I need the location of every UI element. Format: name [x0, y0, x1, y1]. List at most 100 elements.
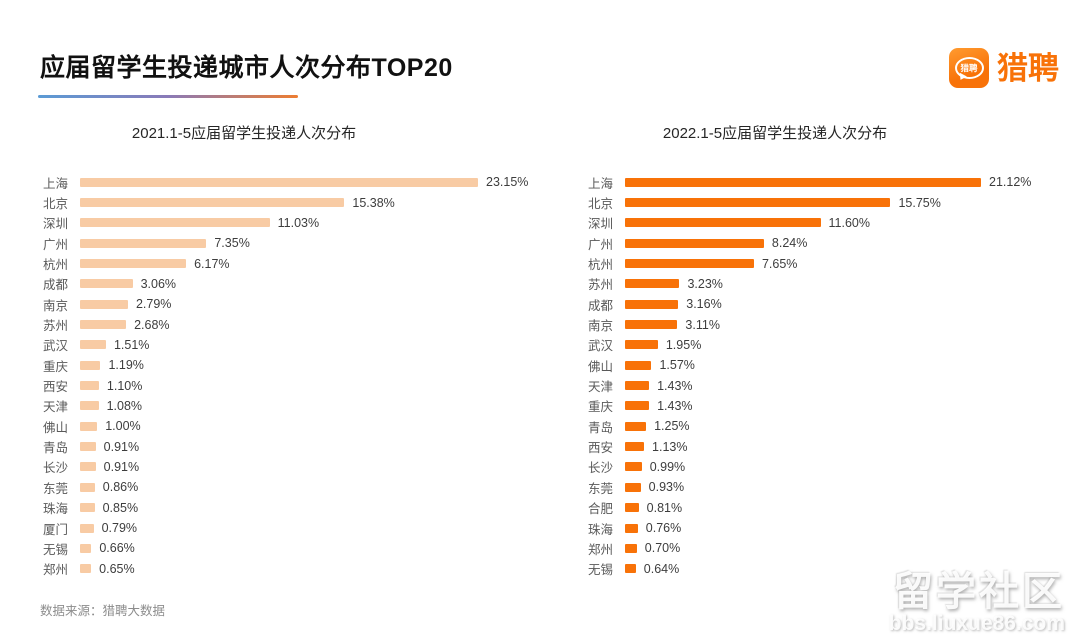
chart-title-2022: 2022.1-5应届留学生投递人次分布: [662, 125, 888, 142]
bar: [625, 421, 647, 431]
value-label: 1.19%: [108, 358, 144, 373]
city-label: 苏州: [42, 319, 68, 334]
city-label: 上海: [587, 176, 613, 191]
liepin-logo-icon: 猎聘: [949, 48, 989, 88]
chart-row: 重庆 1.19%: [38, 355, 538, 375]
city-label: 长沙: [42, 461, 68, 476]
bar: [625, 401, 650, 411]
chart-row: 成都 3.16%: [583, 294, 1069, 314]
city-label: 青岛: [42, 441, 68, 456]
chart-row: 南京 2.79%: [38, 294, 538, 314]
speech-bubble-tail: [955, 72, 967, 86]
city-label: 郑州: [42, 563, 68, 578]
speech-bubble-icon: 猎聘: [954, 57, 984, 79]
bar: [80, 360, 101, 370]
bar: [625, 381, 650, 391]
bar: [80, 482, 95, 492]
chart-row: 郑州 0.70%: [583, 538, 1069, 558]
chart-row: 杭州 7.65%: [583, 253, 1069, 273]
city-label: 北京: [587, 197, 613, 212]
value-label: 11.03%: [277, 215, 320, 230]
value-label: 0.66%: [99, 541, 135, 556]
value-label: 21.12%: [989, 175, 1032, 190]
chart-row: 郑州 0.65%: [38, 559, 538, 579]
city-label: 武汉: [42, 339, 68, 354]
city-label: 成都: [587, 298, 613, 313]
city-label: 广州: [587, 237, 613, 252]
chart-row: 珠海 0.76%: [583, 518, 1069, 538]
value-label: 3.16%: [686, 297, 722, 312]
chart-row: 天津 1.08%: [38, 396, 538, 416]
chart-row: 杭州 6.17%: [38, 253, 538, 273]
value-label: 11.60%: [828, 215, 870, 230]
chart-row: 珠海 0.85%: [38, 498, 538, 518]
value-label: 15.38%: [352, 195, 395, 210]
value-label: 7.35%: [214, 236, 250, 251]
city-label: 青岛: [587, 420, 613, 435]
bar: [625, 523, 638, 533]
watermark: 留学社区 bbs.liuxue86.com: [889, 571, 1065, 635]
value-label: 0.85%: [102, 500, 139, 515]
chart-row: 武汉 1.51%: [38, 335, 538, 355]
city-label: 无锡: [42, 542, 68, 557]
chart-row: 青岛 0.91%: [38, 436, 538, 456]
value-label: 3.11%: [685, 317, 720, 332]
value-label: 2.68%: [134, 317, 170, 332]
chart-row: 西安 1.10%: [38, 375, 538, 395]
bar: [80, 564, 92, 574]
bar: [80, 421, 98, 431]
value-label: 0.76%: [645, 521, 682, 536]
bar: [625, 299, 679, 309]
bar: [625, 198, 891, 208]
value-label: 1.10%: [106, 378, 143, 393]
bar: [80, 401, 99, 411]
city-label: 西安: [587, 441, 613, 456]
watermark-site-url: bbs.liuxue86.com: [888, 611, 1065, 635]
value-label: 1.43%: [657, 378, 693, 393]
city-label: 杭州: [587, 258, 613, 273]
bar: [80, 299, 128, 309]
city-label: 长沙: [587, 461, 613, 476]
city-label: 西安: [42, 380, 68, 395]
bar: [625, 279, 680, 289]
bar: [80, 218, 270, 228]
page-title: 应届留学生投递城市人次分布TOP20: [40, 54, 453, 82]
city-label: 苏州: [587, 278, 613, 293]
chart-row: 无锡 0.66%: [38, 538, 538, 558]
chart-row: 东莞 0.93%: [583, 477, 1069, 497]
bar: [80, 279, 133, 289]
chart-row: 长沙 0.91%: [38, 457, 538, 477]
bar: [80, 381, 99, 391]
bar: [80, 543, 92, 553]
bar-chart-2021: 上海 23.15% 北京 15.38% 深圳 11.03% 广州 7.35% 杭州 6.17% 成都…: [38, 172, 538, 579]
value-label: 2.79%: [135, 297, 172, 312]
bar: [625, 564, 636, 574]
city-label: 郑州: [587, 542, 613, 557]
value-label: 1.51%: [113, 337, 150, 352]
chart-row: 南京 3.11%: [583, 314, 1069, 334]
bar: [80, 503, 95, 513]
city-label: 重庆: [587, 400, 613, 415]
chart-row: 深圳 11.03%: [38, 213, 538, 233]
bar: [625, 503, 639, 513]
chart-row: 广州 7.35%: [38, 233, 538, 253]
city-label: 东莞: [42, 481, 68, 496]
chart-row: 无锡 0.64%: [583, 559, 1069, 579]
liepin-logo: 猎聘 猎聘: [949, 48, 1059, 88]
value-label: 1.13%: [652, 439, 688, 454]
city-label: 佛山: [42, 420, 68, 435]
value-label: 7.65%: [761, 256, 798, 271]
title-underline-accent: [38, 95, 298, 98]
city-label: 合肥: [587, 502, 613, 517]
city-label: 北京: [42, 197, 68, 212]
value-label: 0.81%: [646, 500, 683, 515]
bar: [80, 198, 345, 208]
chart-row: 广州 8.24%: [583, 233, 1069, 253]
value-label: 0.99%: [649, 459, 686, 474]
chart-row: 武汉 1.95%: [583, 335, 1069, 355]
city-label: 南京: [42, 298, 68, 313]
value-label: 15.75%: [898, 195, 941, 210]
city-label: 珠海: [42, 502, 68, 517]
value-label: 0.91%: [103, 459, 140, 474]
